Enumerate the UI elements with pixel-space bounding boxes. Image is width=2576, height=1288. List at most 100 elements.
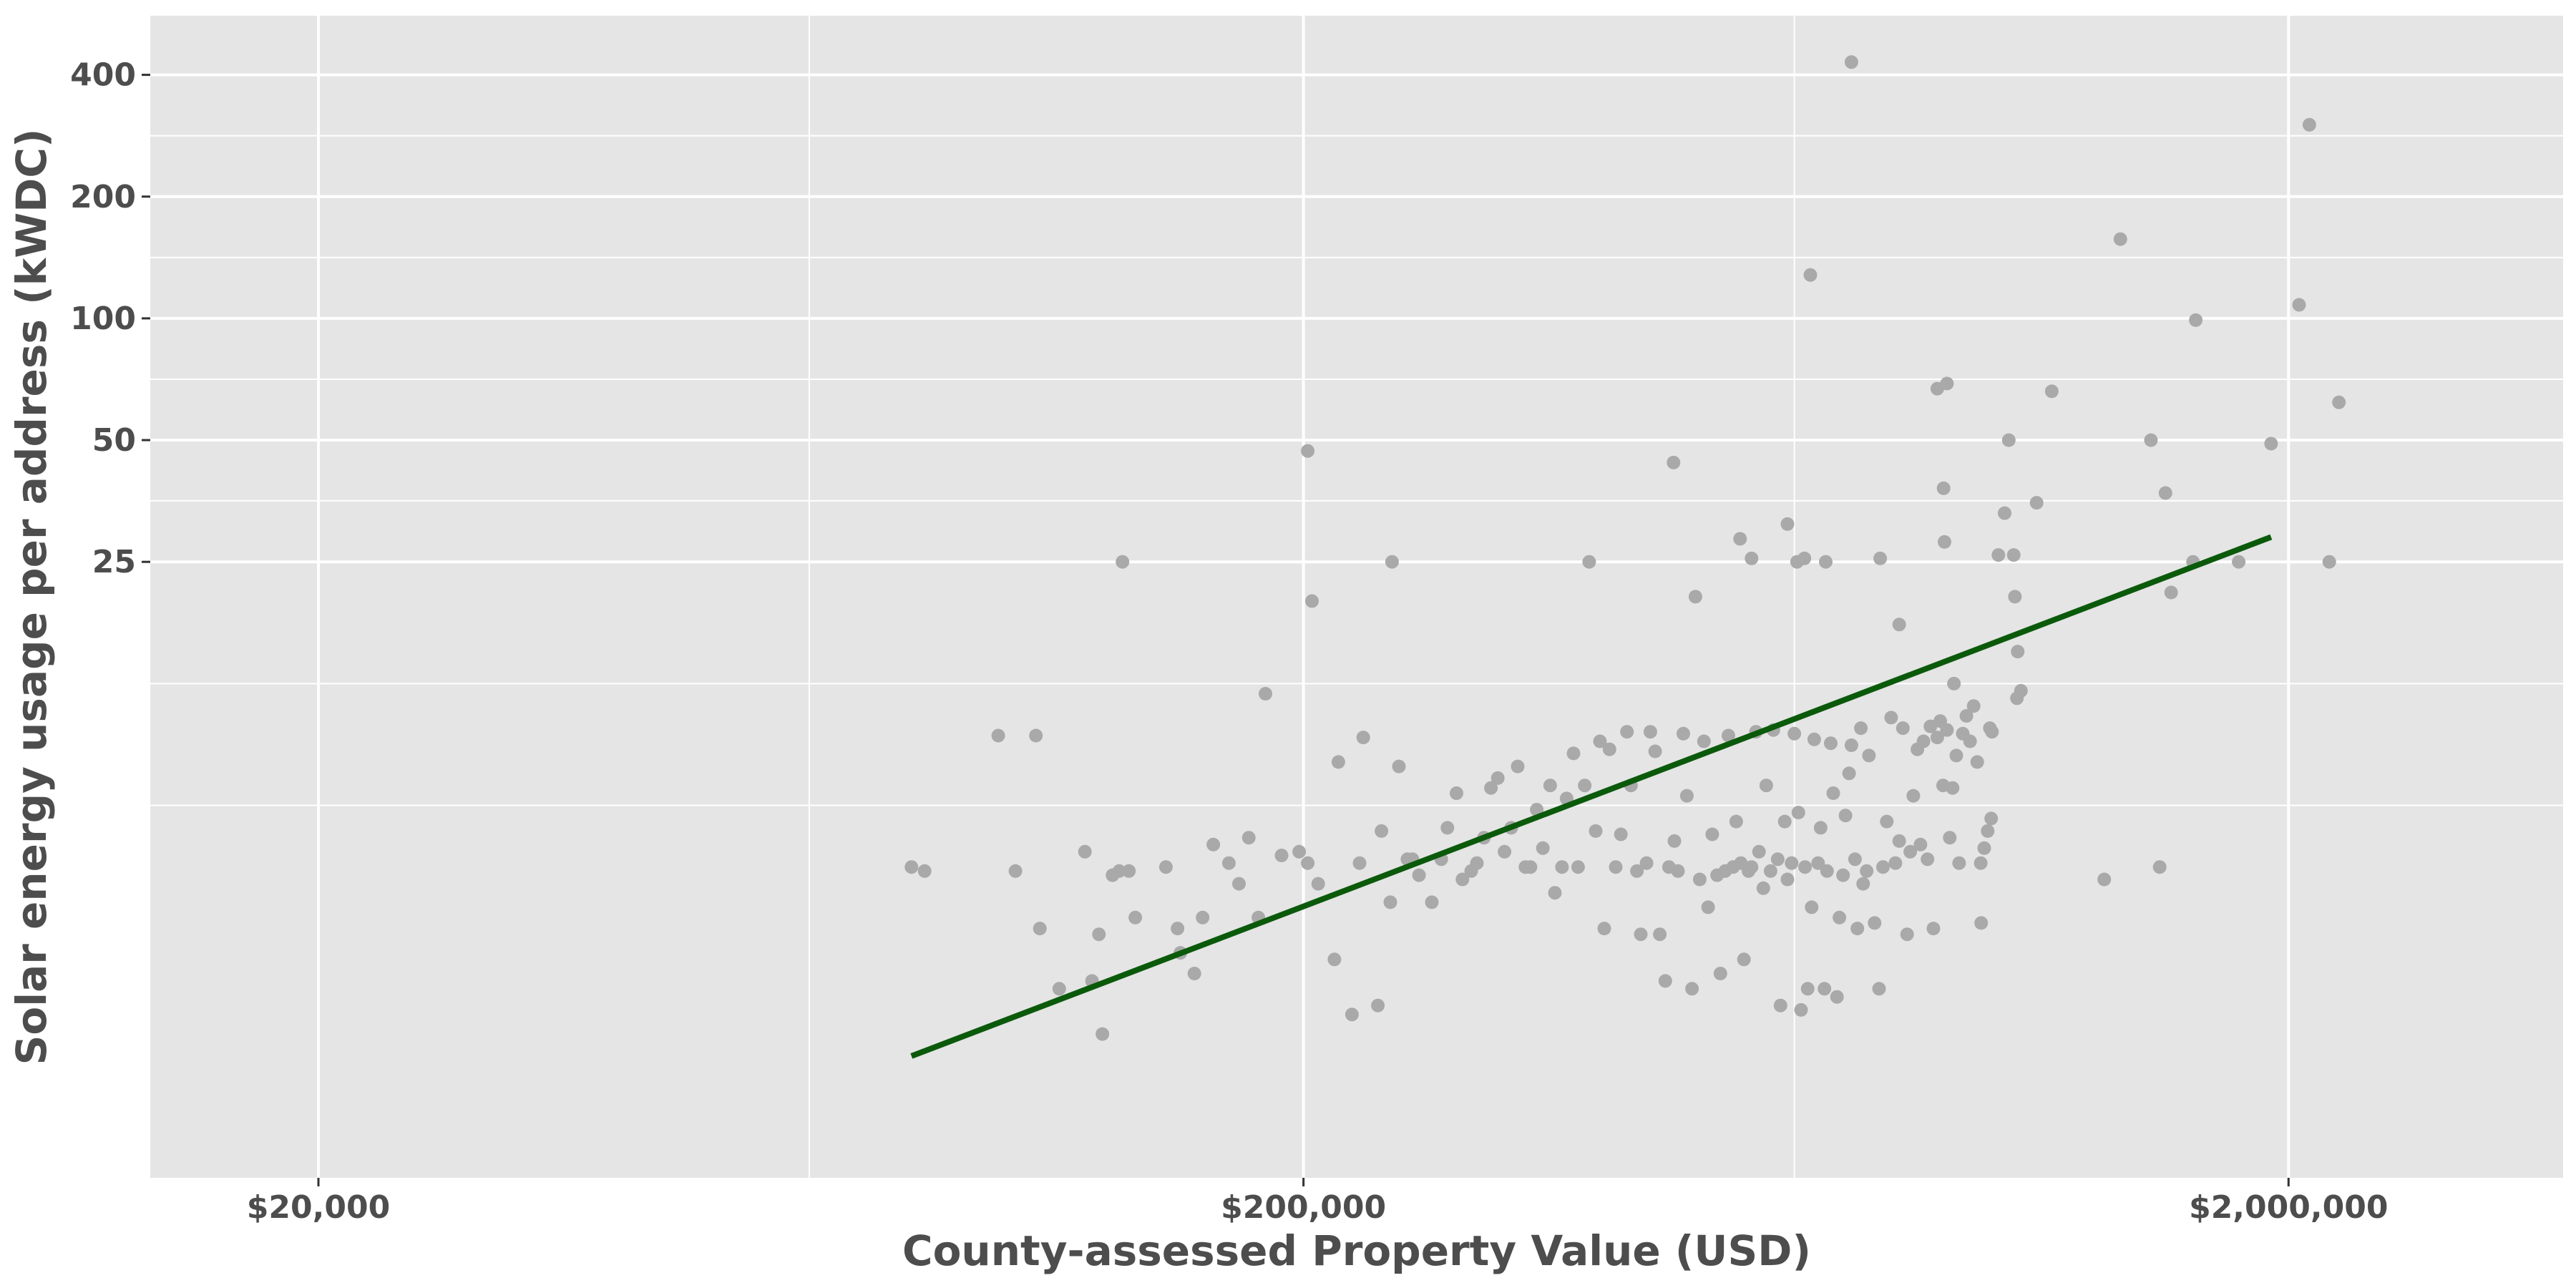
data-point xyxy=(1602,742,1616,756)
data-point xyxy=(1356,731,1370,745)
data-point xyxy=(1900,927,1914,942)
data-point xyxy=(2006,548,2021,562)
plot-background xyxy=(150,16,2563,1178)
data-point xyxy=(1096,1027,1110,1041)
data-point xyxy=(2322,555,2336,569)
data-point xyxy=(1371,998,1385,1013)
data-point xyxy=(1008,864,1023,878)
data-point xyxy=(1609,860,1623,874)
data-point xyxy=(1412,868,1426,882)
data-point xyxy=(1352,856,1367,870)
data-point xyxy=(2144,433,2158,447)
data-point xyxy=(1959,709,1974,723)
y-tick-label: 50 xyxy=(92,422,136,459)
data-point xyxy=(1722,728,1735,743)
data-point xyxy=(1620,725,1634,739)
data-point xyxy=(1555,860,1569,874)
data-point xyxy=(1860,864,1874,878)
data-point xyxy=(1913,837,1928,852)
y-tick-label: 400 xyxy=(70,57,136,94)
data-point xyxy=(1301,856,1315,870)
data-point xyxy=(1589,824,1603,838)
data-point xyxy=(1128,910,1143,924)
data-point xyxy=(1856,877,1870,891)
y-axis-ticks: 25 50 100 200 400 xyxy=(70,57,150,580)
data-point xyxy=(1630,864,1644,878)
data-point xyxy=(1634,927,1648,942)
data-point xyxy=(1906,789,1921,803)
data-point xyxy=(1571,860,1585,874)
data-point xyxy=(1667,834,1682,848)
data-point xyxy=(1848,852,1862,867)
data-point xyxy=(1940,723,1954,737)
data-point xyxy=(1785,856,1799,870)
y-tick-label: 200 xyxy=(70,179,136,215)
data-point xyxy=(1643,725,1657,739)
data-point xyxy=(1425,895,1439,909)
data-point xyxy=(1838,809,1853,823)
x-tick-label: $200,000 xyxy=(1221,1189,1386,1226)
data-point xyxy=(1759,779,1773,793)
data-point xyxy=(1930,731,1944,745)
data-point xyxy=(1836,868,1850,882)
data-point xyxy=(1811,856,1825,870)
data-point xyxy=(1830,990,1844,1004)
data-point xyxy=(1331,755,1345,769)
data-point xyxy=(1440,821,1455,835)
data-point xyxy=(1029,728,1043,743)
major-gridlines xyxy=(150,16,2563,1178)
data-point xyxy=(1543,779,1557,793)
data-point xyxy=(1872,982,1886,996)
data-point xyxy=(1375,824,1389,838)
data-point xyxy=(1033,922,1047,936)
data-point xyxy=(1052,982,1066,996)
data-point xyxy=(1196,910,1210,924)
data-point xyxy=(1671,864,1685,878)
x-axis-title: County-assessed Property Value (USD) xyxy=(902,1226,1811,1275)
data-point xyxy=(1805,900,1819,914)
data-point xyxy=(2292,298,2306,312)
data-point xyxy=(1844,738,1858,752)
data-point xyxy=(1862,748,1876,763)
data-point xyxy=(1470,856,1484,870)
data-point xyxy=(1305,594,1319,608)
data-point xyxy=(1614,827,1628,841)
x-tick-label: $2,000,000 xyxy=(2189,1189,2388,1226)
data-point xyxy=(1648,744,1662,758)
data-point xyxy=(1653,927,1667,942)
data-point xyxy=(1991,548,2006,562)
y-tick-label: 25 xyxy=(92,544,136,580)
data-point xyxy=(1116,555,1130,569)
data-point xyxy=(1892,618,1906,632)
data-point xyxy=(2029,496,2044,510)
data-point xyxy=(1798,860,1813,874)
data-point xyxy=(1842,766,1856,781)
data-point xyxy=(1833,910,1847,924)
data-point xyxy=(1826,786,1840,800)
data-point xyxy=(1936,481,1951,495)
data-point xyxy=(1536,841,1550,855)
data-point xyxy=(2189,313,2203,327)
data-point xyxy=(1844,55,1858,69)
data-point xyxy=(1963,734,1977,748)
y-tick-label: 100 xyxy=(70,301,136,337)
data-point xyxy=(1484,781,1498,795)
data-point xyxy=(1292,844,1307,859)
data-point xyxy=(1221,856,1236,870)
data-point xyxy=(1658,974,1672,988)
data-point xyxy=(2158,486,2172,500)
x-tick-label: $20,000 xyxy=(247,1189,390,1226)
data-point xyxy=(1383,895,1397,909)
data-point xyxy=(1206,837,1221,852)
data-point xyxy=(1158,860,1173,874)
data-point xyxy=(1896,721,1910,736)
data-point xyxy=(1392,759,1406,774)
data-point xyxy=(1498,844,1512,859)
data-point xyxy=(1921,852,1935,867)
data-point xyxy=(1455,872,1470,887)
data-point xyxy=(2011,645,2025,659)
data-point xyxy=(1692,872,1707,887)
data-point xyxy=(1593,734,1607,748)
data-point xyxy=(1311,877,1325,891)
